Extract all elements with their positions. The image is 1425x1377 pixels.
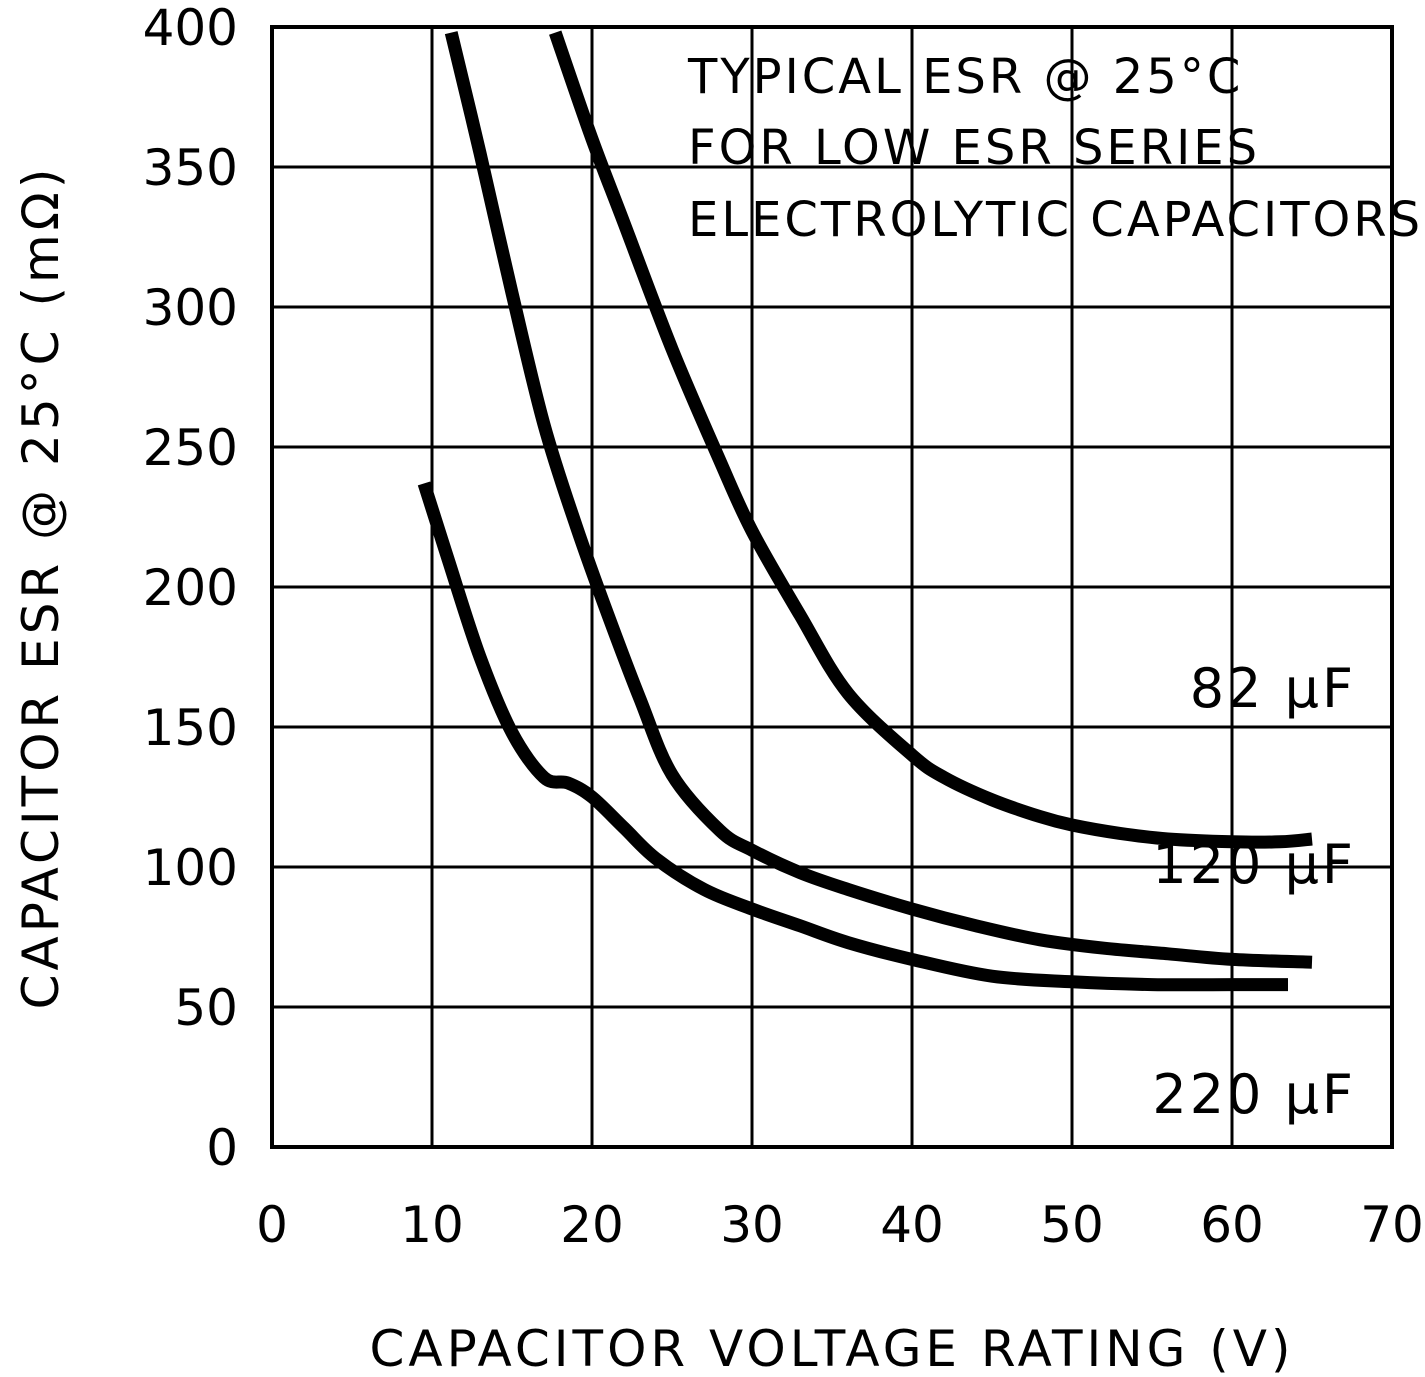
x-tick-label: 60 — [1200, 1196, 1264, 1254]
series-line-1 — [444, 31, 1313, 969]
x-axis-title: CAPACITOR VOLTAGE RATING (V) — [369, 1320, 1294, 1377]
y-tick-label: 0 — [206, 1119, 238, 1177]
annotation-line-3: ELECTROLYTIC CAPACITORS — [688, 192, 1423, 248]
series-curves — [417, 30, 1313, 992]
x-tick-label: 30 — [720, 1196, 784, 1254]
annotation-line-2: FOR LOW ESR SERIES — [688, 120, 1260, 176]
plot-frame — [270, 25, 1394, 1149]
series-line-2 — [417, 481, 1288, 992]
y-tick-label: 400 — [143, 0, 238, 57]
y-tick-label: 150 — [143, 699, 238, 757]
annotation-line-1: TYPICAL ESR @ 25°C — [687, 49, 1243, 105]
x-tick-labels: 0 10 20 30 40 50 60 70 — [256, 1196, 1424, 1254]
x-tick-label: 0 — [256, 1196, 288, 1254]
x-tick-label: 50 — [1040, 1196, 1104, 1254]
series-line-0 — [549, 30, 1313, 849]
y-tick-label: 50 — [174, 979, 238, 1037]
x-tick-label: 10 — [400, 1196, 464, 1254]
y-tick-labels: 0 50 100 150 200 250 300 350 400 — [143, 0, 238, 1177]
x-tick-label: 40 — [880, 1196, 944, 1254]
y-tick-label: 200 — [143, 559, 238, 617]
y-tick-label: 350 — [143, 139, 238, 197]
x-tick-label: 70 — [1360, 1196, 1424, 1254]
series-label-82uf: 82 µF — [1190, 657, 1356, 720]
y-tick-label: 100 — [143, 839, 238, 897]
x-tick-label: 20 — [560, 1196, 624, 1254]
series-label-120uf: 120 µF — [1152, 833, 1356, 896]
y-axis-title: CAPACITOR ESR @ 25°C (mΩ) — [12, 165, 70, 1010]
y-tick-label: 300 — [143, 279, 238, 337]
series-label-220uf: 220 µF — [1152, 1063, 1356, 1126]
y-tick-label: 250 — [143, 419, 238, 477]
